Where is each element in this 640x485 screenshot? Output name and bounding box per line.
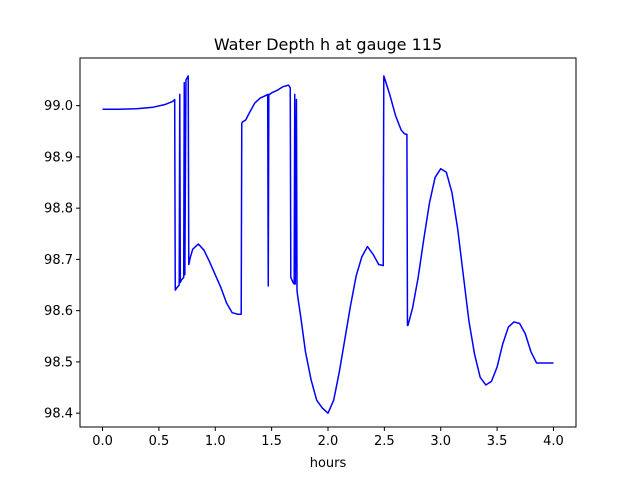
series-line-1 <box>102 75 554 414</box>
x-tick-label: 1.5 <box>261 434 282 449</box>
x-tick-label: 3.5 <box>487 434 508 449</box>
x-axis-ticks: 0.0 0.5 1.0 1.5 2.0 2.5 3.0 3.5 4.0 <box>92 427 564 449</box>
y-axis-ticks: 98.4 98.5 98.6 98.7 98.8 98.9 99.0 <box>44 99 80 422</box>
x-tick-label: 4.0 <box>543 434 564 449</box>
y-tick-label: 98.6 <box>44 304 73 319</box>
plot-area <box>102 75 554 414</box>
y-tick-label: 98.9 <box>44 150 73 165</box>
chart-title: Water Depth h at gauge 115 <box>214 35 442 54</box>
x-axis-label: hours <box>310 456 347 471</box>
x-tick-label: 1.0 <box>205 434 226 449</box>
x-tick-label: 2.0 <box>318 434 339 449</box>
x-tick-label: 0.5 <box>149 434 170 449</box>
axes-frame <box>79 57 577 428</box>
y-tick-label: 98.4 <box>44 407 73 422</box>
x-tick-label: 0.0 <box>92 434 113 449</box>
x-tick-label: 2.5 <box>374 434 395 449</box>
y-tick-label: 98.5 <box>44 355 73 370</box>
y-tick-label: 98.8 <box>44 202 73 217</box>
y-tick-label: 98.7 <box>44 253 73 268</box>
y-tick-label: 99.0 <box>44 99 73 114</box>
x-tick-label: 3.0 <box>430 434 451 449</box>
